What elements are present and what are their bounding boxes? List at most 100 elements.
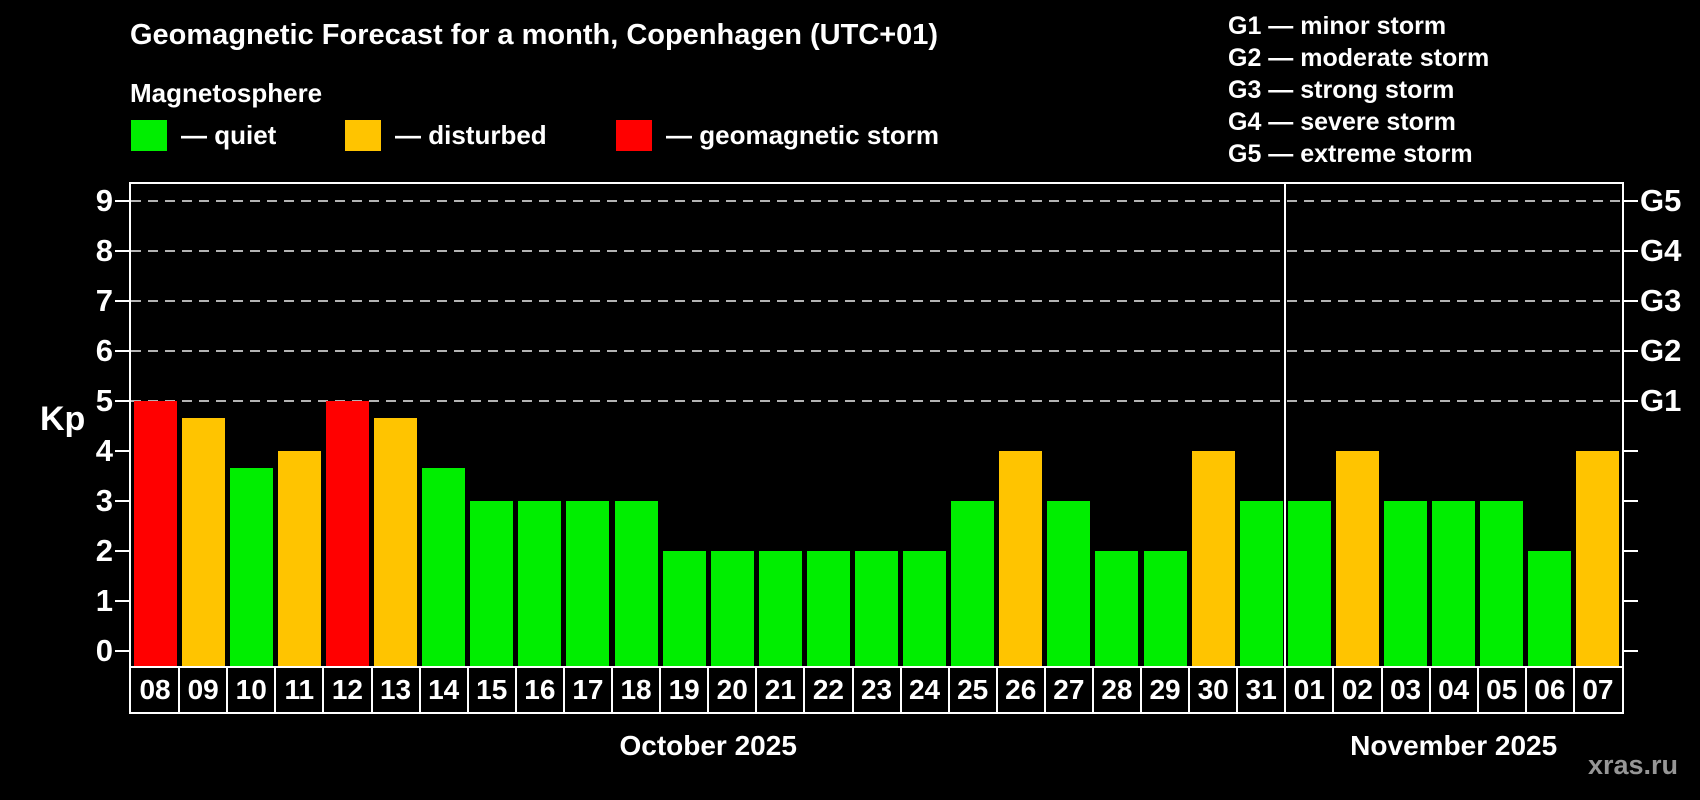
day-label-13: 13 — [379, 674, 412, 705]
legend-storm-label: — geomagnetic storm — [666, 120, 940, 150]
y-tick-label-3: 3 — [95, 483, 113, 518]
day-label-29: 29 — [1149, 674, 1181, 705]
g4-legend-line: G4 — severe storm — [1228, 108, 1456, 136]
y-tick-left-3 — [115, 500, 129, 502]
kp-bar-day-08 — [133, 401, 177, 668]
day-label-03: 03 — [1389, 674, 1422, 705]
kp-bar-day-24 — [903, 551, 947, 668]
quiet-color-swatch — [131, 120, 167, 151]
kp-bar-day-09 — [181, 417, 225, 668]
kp-bar-day-18 — [614, 501, 658, 668]
g-scale-label-g1: G1 — [1640, 383, 1682, 418]
day-label-30: 30 — [1197, 674, 1229, 705]
day-cell-divider — [995, 668, 998, 712]
g-scale-label-g2: G2 — [1640, 333, 1682, 368]
plot-area — [129, 182, 1624, 668]
y-tick-left-6 — [115, 350, 129, 352]
g2-legend-line: G2 — moderate storm — [1228, 44, 1490, 72]
x-axis-day-row: 08 09 10 11 12 13 14 15 16 17 18 19 20 21 22 23 24 25 26 27… — [129, 666, 1624, 714]
month-separator — [1284, 184, 1287, 668]
day-label-23: 23 — [860, 674, 893, 705]
day-label-18: 18 — [620, 674, 652, 705]
kp-bar-day-20 — [710, 551, 754, 668]
y-tick-right-8 — [1624, 250, 1638, 252]
chart-subtitle: Magnetosphere — [130, 78, 323, 108]
y-tick-right-6 — [1624, 350, 1638, 352]
kp-bar-day-25 — [951, 501, 995, 668]
day-label-09: 09 — [187, 674, 219, 705]
kp-bar-day-17 — [566, 501, 610, 668]
day-cell-divider — [1236, 668, 1239, 712]
month-label-1: November 2025 — [1350, 730, 1558, 761]
gridline-kp8 — [131, 250, 1622, 252]
day-cell-divider — [322, 668, 325, 712]
legend-item-quiet: — quiet — [131, 120, 276, 151]
month-label-0: October 2025 — [619, 730, 797, 761]
y-tick-left-7 — [115, 300, 129, 302]
day-label-26: 26 — [1005, 674, 1037, 705]
kp-bar-day-22 — [806, 551, 850, 668]
kp-bar-day-27 — [1047, 501, 1091, 668]
y-tick-right-4 — [1624, 450, 1638, 452]
day-cell-divider — [611, 668, 613, 712]
y-tick-left-1 — [115, 600, 129, 602]
day-label-16: 16 — [524, 674, 556, 705]
day-label-08: 08 — [139, 674, 171, 705]
day-cell-divider — [1476, 668, 1479, 712]
day-label-12: 12 — [331, 674, 364, 705]
day-label-28: 28 — [1101, 674, 1133, 705]
kp-bar-day-10 — [229, 467, 273, 668]
y-tick-label-2: 2 — [95, 533, 113, 568]
day-cell-divider — [851, 668, 854, 712]
kp-bar-day-31 — [1239, 501, 1283, 668]
day-cell-divider — [562, 668, 565, 712]
y-tick-right-3 — [1624, 500, 1638, 502]
y-tick-left-4 — [115, 450, 129, 452]
legend-quiet-label: — quiet — [181, 120, 277, 150]
g-scale-label-g4: G4 — [1640, 233, 1682, 268]
day-cell-divider — [1091, 668, 1094, 712]
legend-item-disturbed: — disturbed — [345, 120, 547, 151]
kp-bar-day-02 — [1335, 451, 1379, 668]
y-tick-label-1: 1 — [95, 583, 113, 618]
g1-legend-line: G1 — minor storm — [1228, 12, 1447, 40]
day-cell-divider — [803, 668, 806, 712]
gridline-kp9 — [131, 200, 1622, 202]
day-cell-divider — [1332, 668, 1335, 712]
gridline-kp5 — [131, 400, 1622, 402]
kp-bar-day-29 — [1143, 551, 1187, 668]
y-tick-left-8 — [115, 250, 129, 252]
y-tick-label-4: 4 — [95, 433, 113, 468]
g5-legend-line: G5 — extreme storm — [1228, 140, 1473, 168]
day-label-02: 02 — [1341, 674, 1374, 705]
day-cell-divider — [514, 668, 517, 712]
day-label-07: 07 — [1582, 674, 1614, 705]
day-cell-divider — [178, 668, 181, 712]
kp-bar-day-23 — [855, 551, 899, 668]
day-label-31: 31 — [1245, 674, 1277, 705]
y-tick-label-5: 5 — [95, 383, 113, 418]
day-label-10: 10 — [235, 674, 267, 705]
day-label-25: 25 — [957, 674, 989, 705]
day-cell-divider — [899, 668, 902, 712]
day-label-04: 04 — [1438, 674, 1470, 705]
kp-bar-day-26 — [999, 451, 1043, 668]
y-tick-right-2 — [1624, 550, 1638, 552]
g-scale-label-g3: G3 — [1640, 283, 1682, 318]
kp-bar-day-19 — [662, 551, 706, 668]
day-label-19: 19 — [668, 674, 700, 705]
kp-bar-day-21 — [758, 551, 802, 668]
gridline-kp7 — [131, 300, 1622, 302]
day-cell-divider — [1572, 668, 1575, 712]
day-cell-divider — [1380, 668, 1383, 712]
y-tick-label-7: 7 — [95, 283, 113, 318]
g3-legend-line: G3 — strong storm — [1228, 76, 1455, 104]
gridline-kp6 — [131, 350, 1622, 352]
y-tick-label-6: 6 — [95, 333, 113, 368]
y-tick-right-0 — [1624, 650, 1638, 652]
kp-bar-day-14 — [422, 467, 466, 668]
day-cell-divider — [226, 668, 229, 712]
kp-bar-day-12 — [325, 401, 369, 668]
day-label-14: 14 — [428, 674, 460, 705]
